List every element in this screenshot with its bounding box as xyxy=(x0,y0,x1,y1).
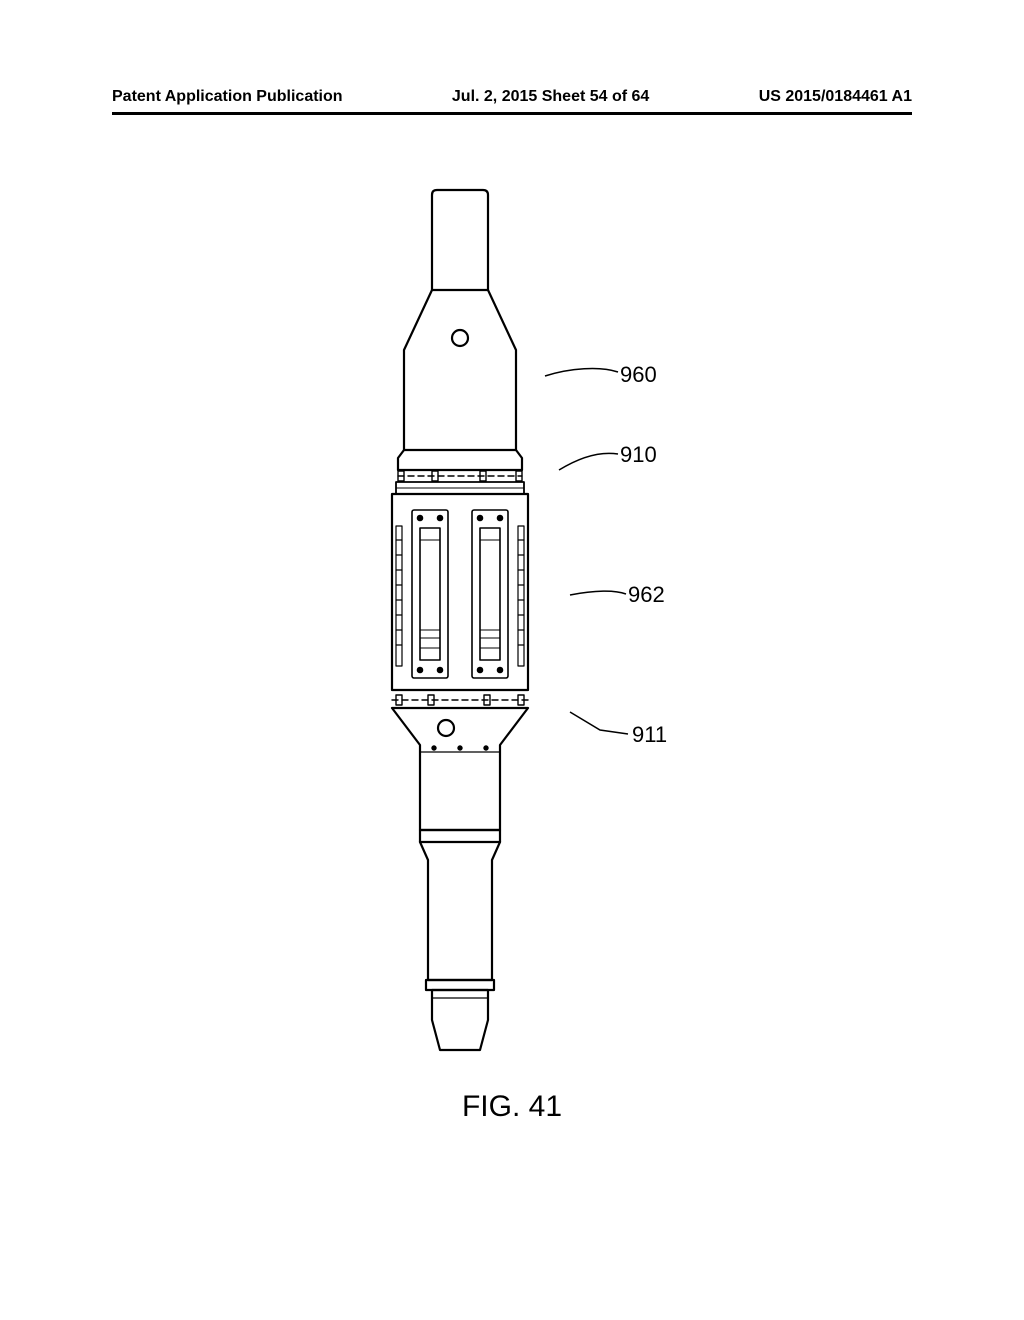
header-center: Jul. 2, 2015 Sheet 54 of 64 xyxy=(452,88,649,106)
ref-911: 911 xyxy=(632,722,667,748)
header-right: US 2015/0184461 A1 xyxy=(759,88,912,106)
page-header: Patent Application Publication Jul. 2, 2… xyxy=(0,88,1024,106)
figure-area: 960 910 962 911 xyxy=(0,190,1024,1120)
header-left: Patent Application Publication xyxy=(112,88,343,106)
leader-lines xyxy=(0,190,1024,1120)
ref-962: 962 xyxy=(628,582,665,608)
header-underline xyxy=(112,112,912,115)
ref-960: 960 xyxy=(620,362,657,388)
figure-label: FIG. 41 xyxy=(0,1090,1024,1124)
ref-910: 910 xyxy=(620,442,657,468)
